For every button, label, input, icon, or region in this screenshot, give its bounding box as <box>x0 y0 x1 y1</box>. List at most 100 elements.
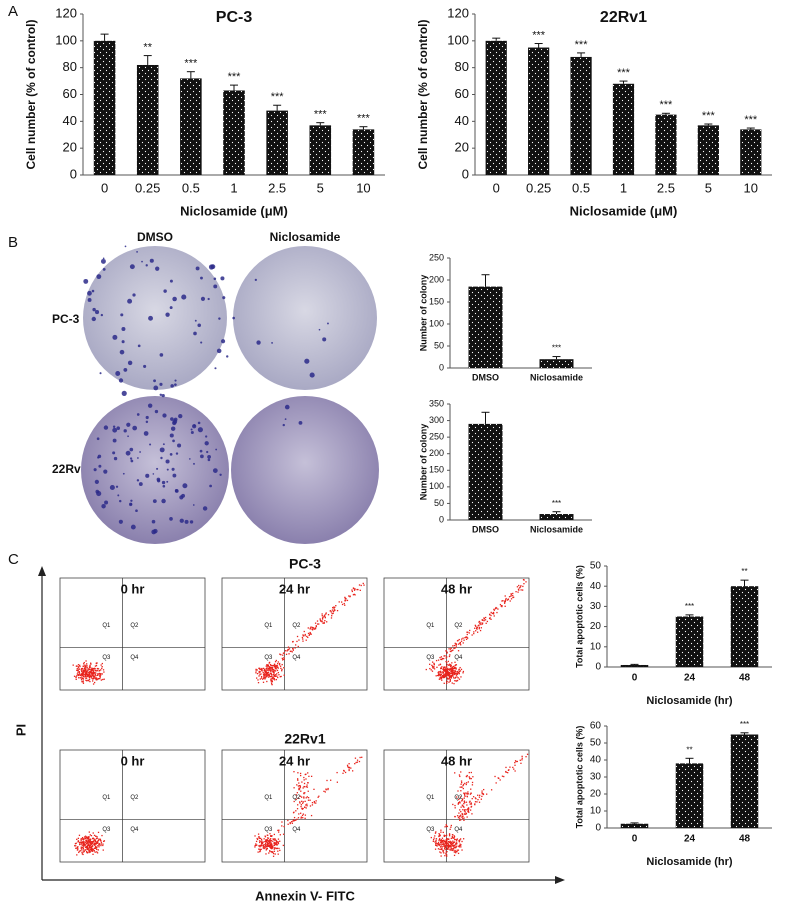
flow-event <box>276 673 278 675</box>
x-tick-label: 5 <box>317 180 324 195</box>
flow-event <box>259 851 261 853</box>
colony-dot <box>136 250 138 253</box>
flow-event <box>490 614 492 617</box>
colony-dot <box>298 420 303 425</box>
colony-dot <box>208 264 215 270</box>
flow-event <box>280 675 282 678</box>
flow-event <box>268 852 270 854</box>
quadrant-label: Q2 <box>454 795 463 801</box>
flow-event <box>446 839 448 841</box>
colony-dot <box>213 284 218 289</box>
flow-event <box>90 850 92 852</box>
flow-event <box>493 608 495 611</box>
time-label: 48 hr <box>441 753 472 768</box>
flow-event <box>443 676 445 679</box>
colony-dot <box>318 328 321 331</box>
flow-event <box>274 839 276 841</box>
flow-event <box>89 842 92 844</box>
flow-event <box>503 602 506 604</box>
flow-event <box>516 586 519 588</box>
flow-event <box>290 821 293 823</box>
flow-event <box>72 664 74 666</box>
flow-event <box>266 848 268 850</box>
colony-dot <box>327 322 329 325</box>
flow-event <box>324 791 326 793</box>
flow-event <box>276 664 278 667</box>
colony-dot <box>197 323 202 328</box>
flow-event <box>81 674 83 676</box>
flow-event <box>82 845 85 847</box>
flow-event <box>449 650 451 652</box>
flow-event <box>301 802 304 804</box>
flow-event <box>325 612 327 614</box>
quadrant-label: Q4 <box>130 827 139 833</box>
flow-event <box>97 845 99 847</box>
flow-event <box>307 632 310 635</box>
flow-event <box>445 844 447 846</box>
flow-event <box>448 671 451 674</box>
flow-event <box>348 768 350 770</box>
flow-event <box>475 625 477 627</box>
flow-event <box>491 612 493 615</box>
flow-event <box>306 635 308 638</box>
flow-event <box>507 769 510 771</box>
x-tick-label: Niclosamide <box>530 372 583 382</box>
colony-dot <box>130 524 136 530</box>
flow-event <box>333 608 335 610</box>
flow-event <box>274 675 276 677</box>
colony-dot <box>202 506 208 511</box>
plate <box>231 396 379 544</box>
flow-event <box>260 844 263 846</box>
flow-event <box>439 678 441 680</box>
colony-dot <box>112 334 118 340</box>
flow-event <box>446 847 448 849</box>
flow-event <box>299 774 302 777</box>
flow-event <box>75 676 77 679</box>
flow-event <box>255 844 257 847</box>
flow-event <box>509 600 511 602</box>
flow-event <box>465 782 468 784</box>
flow-event <box>450 676 452 678</box>
flow-event <box>445 650 447 652</box>
colony-dot <box>222 296 226 300</box>
flow-event <box>267 669 269 671</box>
bar <box>730 586 759 667</box>
flow-event <box>321 615 323 617</box>
flow-event <box>456 842 458 845</box>
flow-event <box>450 843 452 845</box>
flow-event <box>330 611 332 613</box>
flow-event <box>480 623 482 626</box>
flow-event <box>453 844 456 846</box>
time-label: 0 hr <box>121 581 145 596</box>
flow-event <box>268 845 271 847</box>
flow-event <box>454 671 456 673</box>
panel-label: C <box>8 551 19 568</box>
flow-event <box>440 677 443 680</box>
flow-event <box>77 673 79 675</box>
flow-event <box>445 840 448 842</box>
flow-event <box>448 676 451 679</box>
row-header: PC-3 <box>52 312 80 326</box>
flow-event <box>299 786 302 788</box>
flow-event <box>459 819 461 821</box>
flow-event <box>86 842 88 844</box>
significance: ** <box>143 41 152 53</box>
flow-event <box>89 665 91 667</box>
flow-event <box>453 837 455 839</box>
flow-event <box>269 663 272 666</box>
colony-dot <box>87 290 92 296</box>
flow-event <box>80 674 82 676</box>
flow-event <box>75 676 77 678</box>
flow-event <box>439 677 441 679</box>
flow-event <box>266 665 268 667</box>
flow-event <box>462 809 464 811</box>
flow-event <box>482 793 485 796</box>
flow-event <box>273 679 276 681</box>
flow-event <box>452 842 454 845</box>
flow-event <box>263 675 265 677</box>
colony-dot <box>143 431 149 436</box>
flow-event <box>449 842 452 845</box>
flow-event <box>464 795 466 797</box>
flow-event <box>82 847 85 849</box>
flow-event <box>76 838 78 840</box>
